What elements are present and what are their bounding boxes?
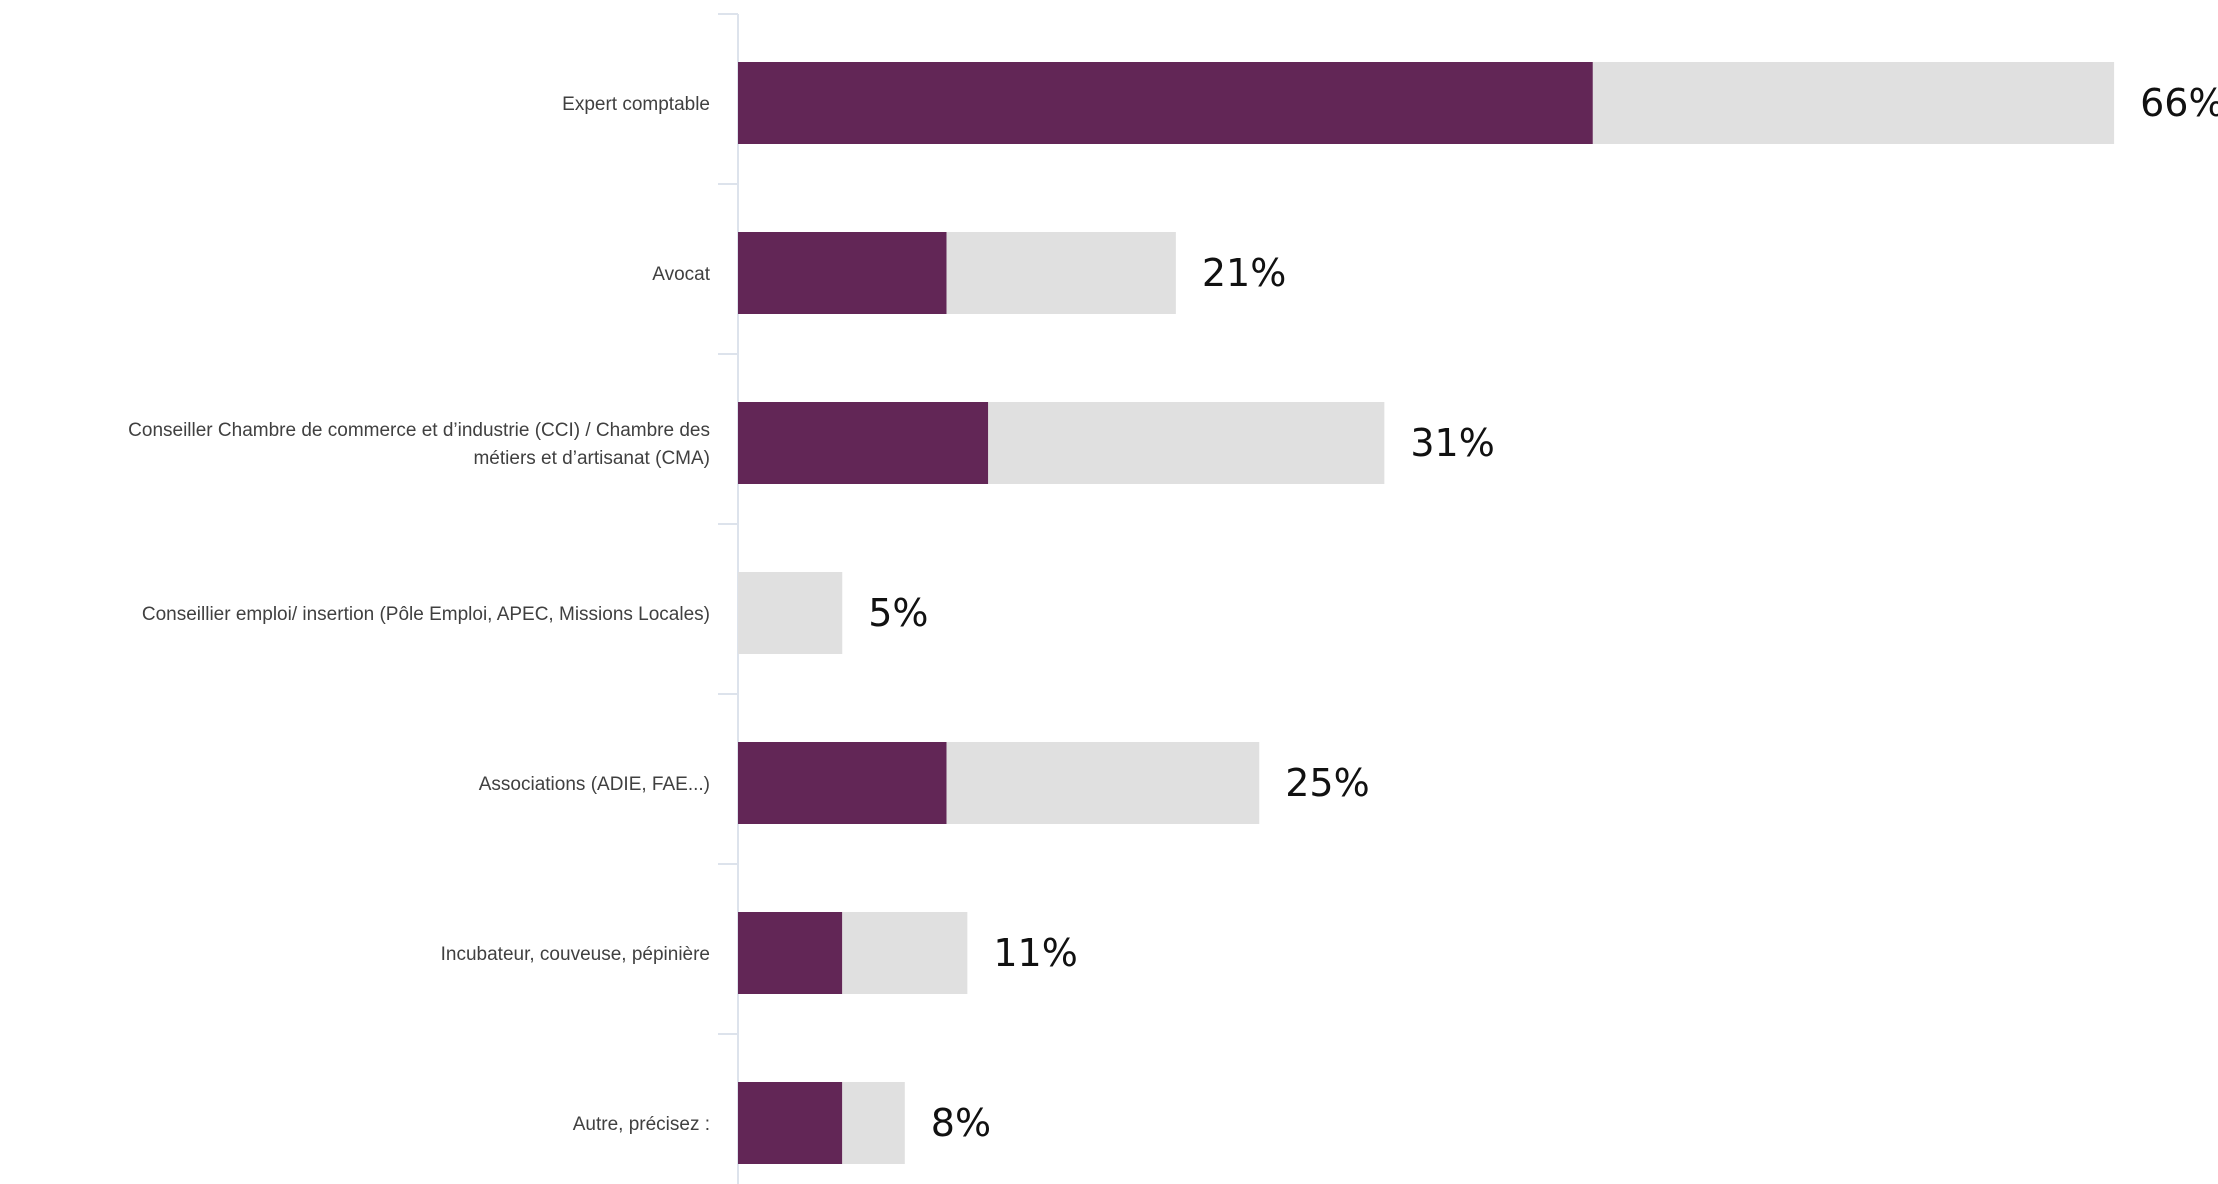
data-label: 31% (1410, 421, 1494, 465)
category-label: Conseillier emploi/ insertion (Pôle Empl… (142, 604, 710, 625)
category-label: Conseiller Chambre de commerce et d’indu… (128, 420, 710, 441)
bar-segment-2 (988, 402, 1385, 484)
category-label: Autre, précisez : (573, 1114, 710, 1135)
category-label: Incubateur, couveuse, pépinière (441, 944, 710, 965)
bar-segment-1 (738, 912, 843, 994)
category-label: Associations (ADIE, FAE...) (479, 774, 710, 795)
data-label: 5% (868, 591, 928, 635)
bar-segment-2 (842, 912, 968, 994)
data-label: 25% (1285, 761, 1369, 805)
bars-layer (738, 62, 2115, 1164)
category-label: métiers et d’artisanat (CMA) (473, 448, 710, 469)
bar-segment-2 (738, 572, 843, 654)
category-label: Avocat (652, 264, 710, 285)
bar-segment-1 (738, 1082, 843, 1164)
bar-segment-1 (738, 742, 947, 824)
data-label: 66% (2140, 81, 2218, 125)
data-label: 11% (993, 931, 1077, 975)
data-label: 8% (931, 1101, 991, 1145)
bar-segment-1 (738, 62, 1593, 144)
bar-segment-1 (738, 402, 989, 484)
bar-segment-2 (842, 1082, 905, 1164)
data-label: 21% (1202, 251, 1286, 295)
axis-layer (718, 13, 739, 1184)
bar-segment-1 (738, 232, 947, 314)
bar-segment-2 (946, 742, 1260, 824)
bar-segment-2 (1592, 62, 2115, 144)
category-label: Expert comptable (562, 94, 710, 115)
bar-segment-2 (946, 232, 1176, 314)
labels-layer: Expert comptable 66% Avocat 21% Conseiller C… (128, 81, 2218, 1145)
